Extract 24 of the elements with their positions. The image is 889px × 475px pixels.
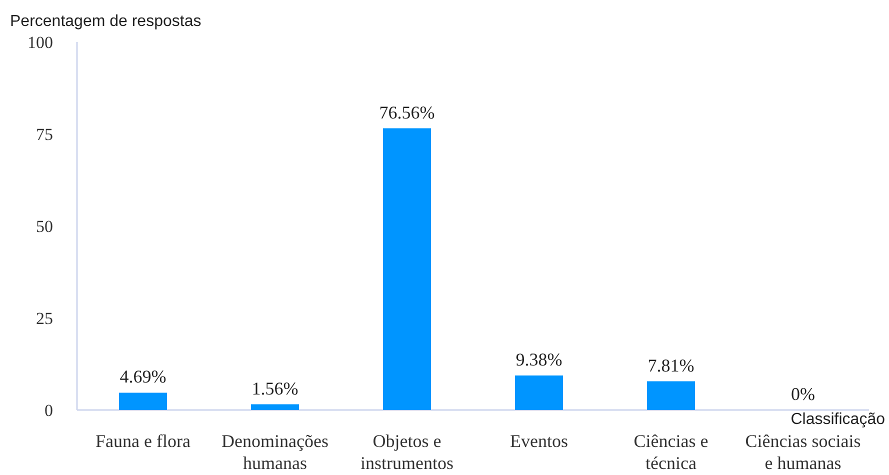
y-axis-title: Percentagem de respostas (10, 13, 202, 30)
y-tick-label: 75 (36, 124, 53, 144)
x-tick-label: Denominações humanas (222, 431, 328, 473)
data-label: 7.81% (648, 355, 694, 376)
x-tick-label: Ciências sociais e humanas (745, 431, 861, 473)
data-label: 4.69% (120, 366, 166, 387)
data-label: 0% (791, 384, 815, 404)
y-tick-label: 100 (28, 32, 53, 52)
bar (647, 381, 695, 410)
y-tick-label: 0 (44, 400, 53, 420)
x-tick-label: Eventos (510, 431, 568, 451)
x-tick-label: Objetos e instrumentos (360, 431, 454, 473)
y-tick-label: 25 (36, 308, 53, 328)
x-tick-label: Ciências e técnica (634, 431, 708, 473)
x-tick-label: Fauna e flora (96, 431, 190, 451)
bar (119, 392, 167, 410)
x-axis-title: Classificação (790, 411, 886, 428)
data-label: 1.56% (252, 378, 298, 398)
data-label: 9.38% (516, 349, 562, 370)
data-label: 76.56% (379, 102, 435, 122)
bar (515, 375, 563, 410)
bar (383, 128, 431, 410)
bar (251, 404, 299, 410)
y-tick-label: 50 (36, 216, 53, 236)
